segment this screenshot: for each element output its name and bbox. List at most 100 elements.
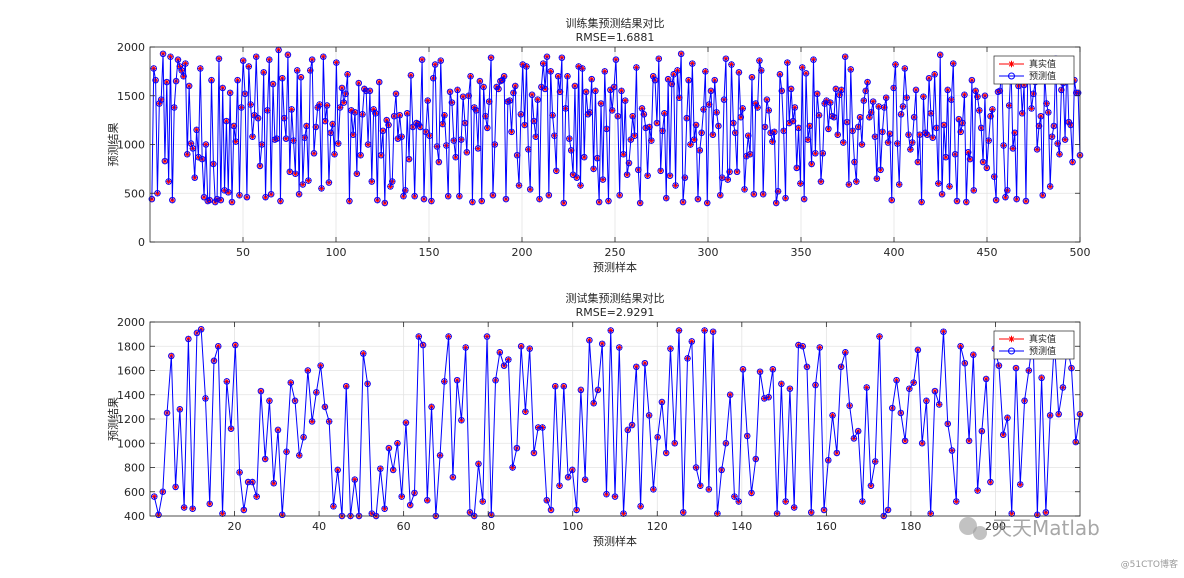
- data-point-circle: [640, 111, 648, 118]
- data-point-circle: [283, 448, 290, 455]
- x-tick-label: 200: [512, 246, 533, 259]
- x-tick-label: 180: [900, 520, 921, 533]
- data-point-circle: [304, 367, 312, 374]
- data-point-circle: [1046, 412, 1054, 419]
- data-point-circle: [340, 99, 348, 106]
- data-point-circle: [771, 128, 778, 136]
- data-point-circle: [803, 363, 811, 371]
- data-point-circle: [562, 105, 569, 112]
- data-point-circle: [672, 182, 679, 189]
- data-point-circle: [837, 363, 845, 371]
- data-point-circle: [445, 333, 452, 340]
- data-point-circle: [273, 135, 280, 142]
- y-axis-label: 预测结果: [107, 397, 120, 441]
- data-point-circle: [765, 393, 772, 401]
- data-point-circle: [748, 489, 755, 497]
- x-tick-label: 50: [236, 246, 250, 259]
- data-point-circle: [965, 437, 973, 445]
- data-point-circle: [620, 150, 627, 158]
- data-point-circle: [873, 175, 881, 182]
- data-point-circle: [293, 67, 301, 74]
- data-point-circle: [737, 113, 745, 121]
- x-axis-label: 预测样本: [593, 260, 637, 274]
- data-point-circle: [758, 67, 765, 74]
- data-point-circle: [616, 191, 623, 199]
- data-point-circle: [807, 509, 815, 516]
- data-point-circle: [288, 106, 295, 113]
- data-point-circle: [325, 179, 333, 186]
- data-point-circle: [403, 110, 411, 117]
- data-point-circle: [914, 346, 922, 354]
- data-point-circle: [571, 82, 579, 90]
- data-point-circle: [530, 117, 538, 125]
- data-point-circle: [709, 328, 717, 335]
- data-point-circle: [193, 329, 201, 337]
- data-point-circle: [899, 103, 907, 110]
- data-point-circle: [982, 375, 990, 383]
- data-point-circle: [614, 112, 622, 120]
- data-point-circle: [638, 105, 646, 112]
- data-point-circle: [871, 133, 879, 140]
- data-point-circle: [599, 176, 607, 183]
- data-point-circle: [215, 343, 222, 350]
- data-point-circle: [944, 86, 951, 94]
- data-point-circle: [1056, 150, 1063, 158]
- data-point-circle: [510, 89, 517, 97]
- legend-circle-marker: [1008, 347, 1015, 355]
- data-point-circle: [684, 355, 691, 362]
- data-point-circle: [867, 482, 875, 489]
- data-point-circle: [817, 178, 825, 185]
- data-point-circle: [500, 72, 508, 80]
- data-point-circle: [206, 500, 213, 508]
- data-point-circle: [405, 155, 413, 163]
- data-point-circle: [316, 101, 323, 108]
- data-point-circle: [815, 111, 823, 119]
- data-point-circle: [923, 131, 931, 138]
- data-point-circle: [364, 141, 372, 148]
- data-point-circle: [1002, 193, 1009, 201]
- x-tick-label: 80: [481, 520, 495, 533]
- data-point-circle: [334, 466, 341, 474]
- data-point-circle: [1033, 146, 1041, 153]
- data-point-circle: [476, 77, 484, 85]
- data-point-circle: [484, 124, 491, 132]
- data-point-circle: [323, 102, 331, 109]
- data-point-circle: [705, 486, 713, 493]
- x-tick-label: 140: [731, 520, 752, 533]
- data-point-circle: [795, 124, 802, 132]
- y-tick-label: 600: [124, 486, 145, 499]
- data-point-circle: [210, 160, 217, 168]
- data-point-circle: [439, 120, 446, 128]
- data-point-circle: [1017, 481, 1024, 488]
- data-point-circle: [914, 158, 922, 166]
- data-point-circle: [549, 111, 556, 119]
- data-point-circle: [155, 511, 162, 519]
- data-point-circle: [257, 387, 265, 395]
- data-point-circle: [1000, 142, 1007, 149]
- data-point-circle: [581, 476, 589, 483]
- data-point-circle: [607, 327, 614, 334]
- data-point-circle: [176, 406, 184, 413]
- data-point-circle: [759, 190, 767, 198]
- data-point-circle: [920, 93, 927, 100]
- data-point-circle: [961, 91, 968, 99]
- data-point-circle: [230, 122, 238, 130]
- data-point-circle: [254, 114, 262, 122]
- data-point-circle: [374, 196, 381, 204]
- data-point-circle: [506, 97, 513, 104]
- data-point-circle: [833, 449, 841, 457]
- data-point-circle: [582, 88, 590, 96]
- data-point-circle: [424, 97, 431, 104]
- data-point-circle: [483, 333, 491, 340]
- data-point-circle: [260, 69, 267, 76]
- data-point-circle: [910, 379, 917, 386]
- data-point-circle: [189, 145, 197, 152]
- data-point-circle: [392, 90, 400, 98]
- data-point-circle: [959, 119, 966, 127]
- data-point-circle: [680, 509, 687, 516]
- data-point-circle: [168, 352, 175, 360]
- data-point-circle: [976, 107, 983, 114]
- data-point-circle: [819, 150, 827, 157]
- x-tick-label: 60: [397, 520, 411, 533]
- data-point-circle: [718, 466, 725, 474]
